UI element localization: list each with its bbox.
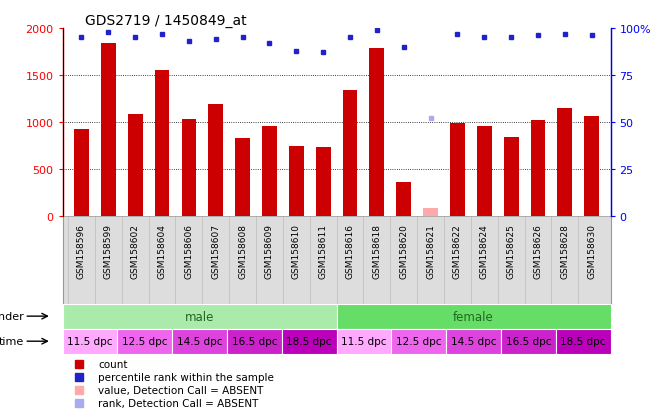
Text: percentile rank within the sample: percentile rank within the sample — [98, 372, 274, 382]
Bar — [101, 44, 116, 216]
Text: female: female — [453, 310, 494, 323]
Text: GSM158622: GSM158622 — [453, 223, 462, 278]
Text: GSM158626: GSM158626 — [533, 223, 543, 278]
Text: 16.5 dpc: 16.5 dpc — [232, 337, 277, 347]
Text: gender: gender — [0, 311, 24, 321]
Text: GSM158625: GSM158625 — [507, 223, 515, 278]
Text: 18.5 dpc: 18.5 dpc — [286, 337, 332, 347]
Bar — [397, 183, 411, 216]
Bar — [558, 109, 572, 216]
Text: GSM158628: GSM158628 — [560, 223, 570, 278]
Bar — [446, 329, 501, 354]
Text: GSM158608: GSM158608 — [238, 223, 247, 278]
Text: 14.5 dpc: 14.5 dpc — [451, 337, 496, 347]
Text: GSM158624: GSM158624 — [480, 223, 489, 278]
Bar — [504, 138, 519, 216]
Bar — [235, 139, 250, 216]
Bar — [450, 123, 465, 216]
Text: GDS2719 / 1450849_at: GDS2719 / 1450849_at — [84, 14, 246, 28]
Bar — [74, 130, 89, 216]
Text: GSM158616: GSM158616 — [346, 223, 354, 278]
Text: GSM158596: GSM158596 — [77, 223, 86, 278]
Bar — [501, 329, 556, 354]
Bar — [584, 117, 599, 216]
Text: 12.5 dpc: 12.5 dpc — [122, 337, 168, 347]
Text: 11.5 dpc: 11.5 dpc — [341, 337, 387, 347]
Bar — [370, 49, 384, 216]
Text: GSM158611: GSM158611 — [319, 223, 327, 278]
Text: 16.5 dpc: 16.5 dpc — [506, 337, 551, 347]
Text: GSM158620: GSM158620 — [399, 223, 409, 278]
Text: value, Detection Call = ABSENT: value, Detection Call = ABSENT — [98, 385, 264, 395]
Text: 18.5 dpc: 18.5 dpc — [560, 337, 606, 347]
Bar — [128, 115, 143, 216]
Bar — [262, 126, 277, 216]
Text: GSM158630: GSM158630 — [587, 223, 596, 278]
Bar — [337, 329, 391, 354]
Bar — [209, 105, 223, 216]
Text: count: count — [98, 359, 128, 369]
Text: GSM158599: GSM158599 — [104, 223, 113, 278]
Bar — [117, 329, 172, 354]
Bar — [343, 91, 358, 216]
Text: GSM158621: GSM158621 — [426, 223, 435, 278]
Text: GSM158618: GSM158618 — [372, 223, 381, 278]
Bar — [63, 304, 337, 329]
Bar — [556, 329, 611, 354]
Bar — [477, 126, 492, 216]
Bar — [172, 329, 227, 354]
Bar — [423, 209, 438, 216]
Text: rank, Detection Call = ABSENT: rank, Detection Call = ABSENT — [98, 399, 259, 408]
Bar — [289, 147, 304, 216]
Text: GSM158607: GSM158607 — [211, 223, 220, 278]
Bar — [227, 329, 282, 354]
Bar — [531, 121, 545, 216]
Text: GSM158602: GSM158602 — [131, 223, 140, 278]
Bar — [282, 329, 337, 354]
Bar — [391, 329, 446, 354]
Text: male: male — [185, 310, 214, 323]
Text: GSM158606: GSM158606 — [184, 223, 193, 278]
Text: 12.5 dpc: 12.5 dpc — [396, 337, 442, 347]
Text: GSM158609: GSM158609 — [265, 223, 274, 278]
Bar — [154, 71, 170, 216]
Text: 14.5 dpc: 14.5 dpc — [177, 337, 222, 347]
Bar — [182, 120, 196, 216]
Bar — [315, 148, 331, 216]
Bar — [63, 329, 117, 354]
Text: GSM158604: GSM158604 — [158, 223, 166, 278]
Bar — [337, 304, 610, 329]
Text: time: time — [0, 337, 24, 347]
Text: 11.5 dpc: 11.5 dpc — [67, 337, 113, 347]
Text: GSM158610: GSM158610 — [292, 223, 301, 278]
